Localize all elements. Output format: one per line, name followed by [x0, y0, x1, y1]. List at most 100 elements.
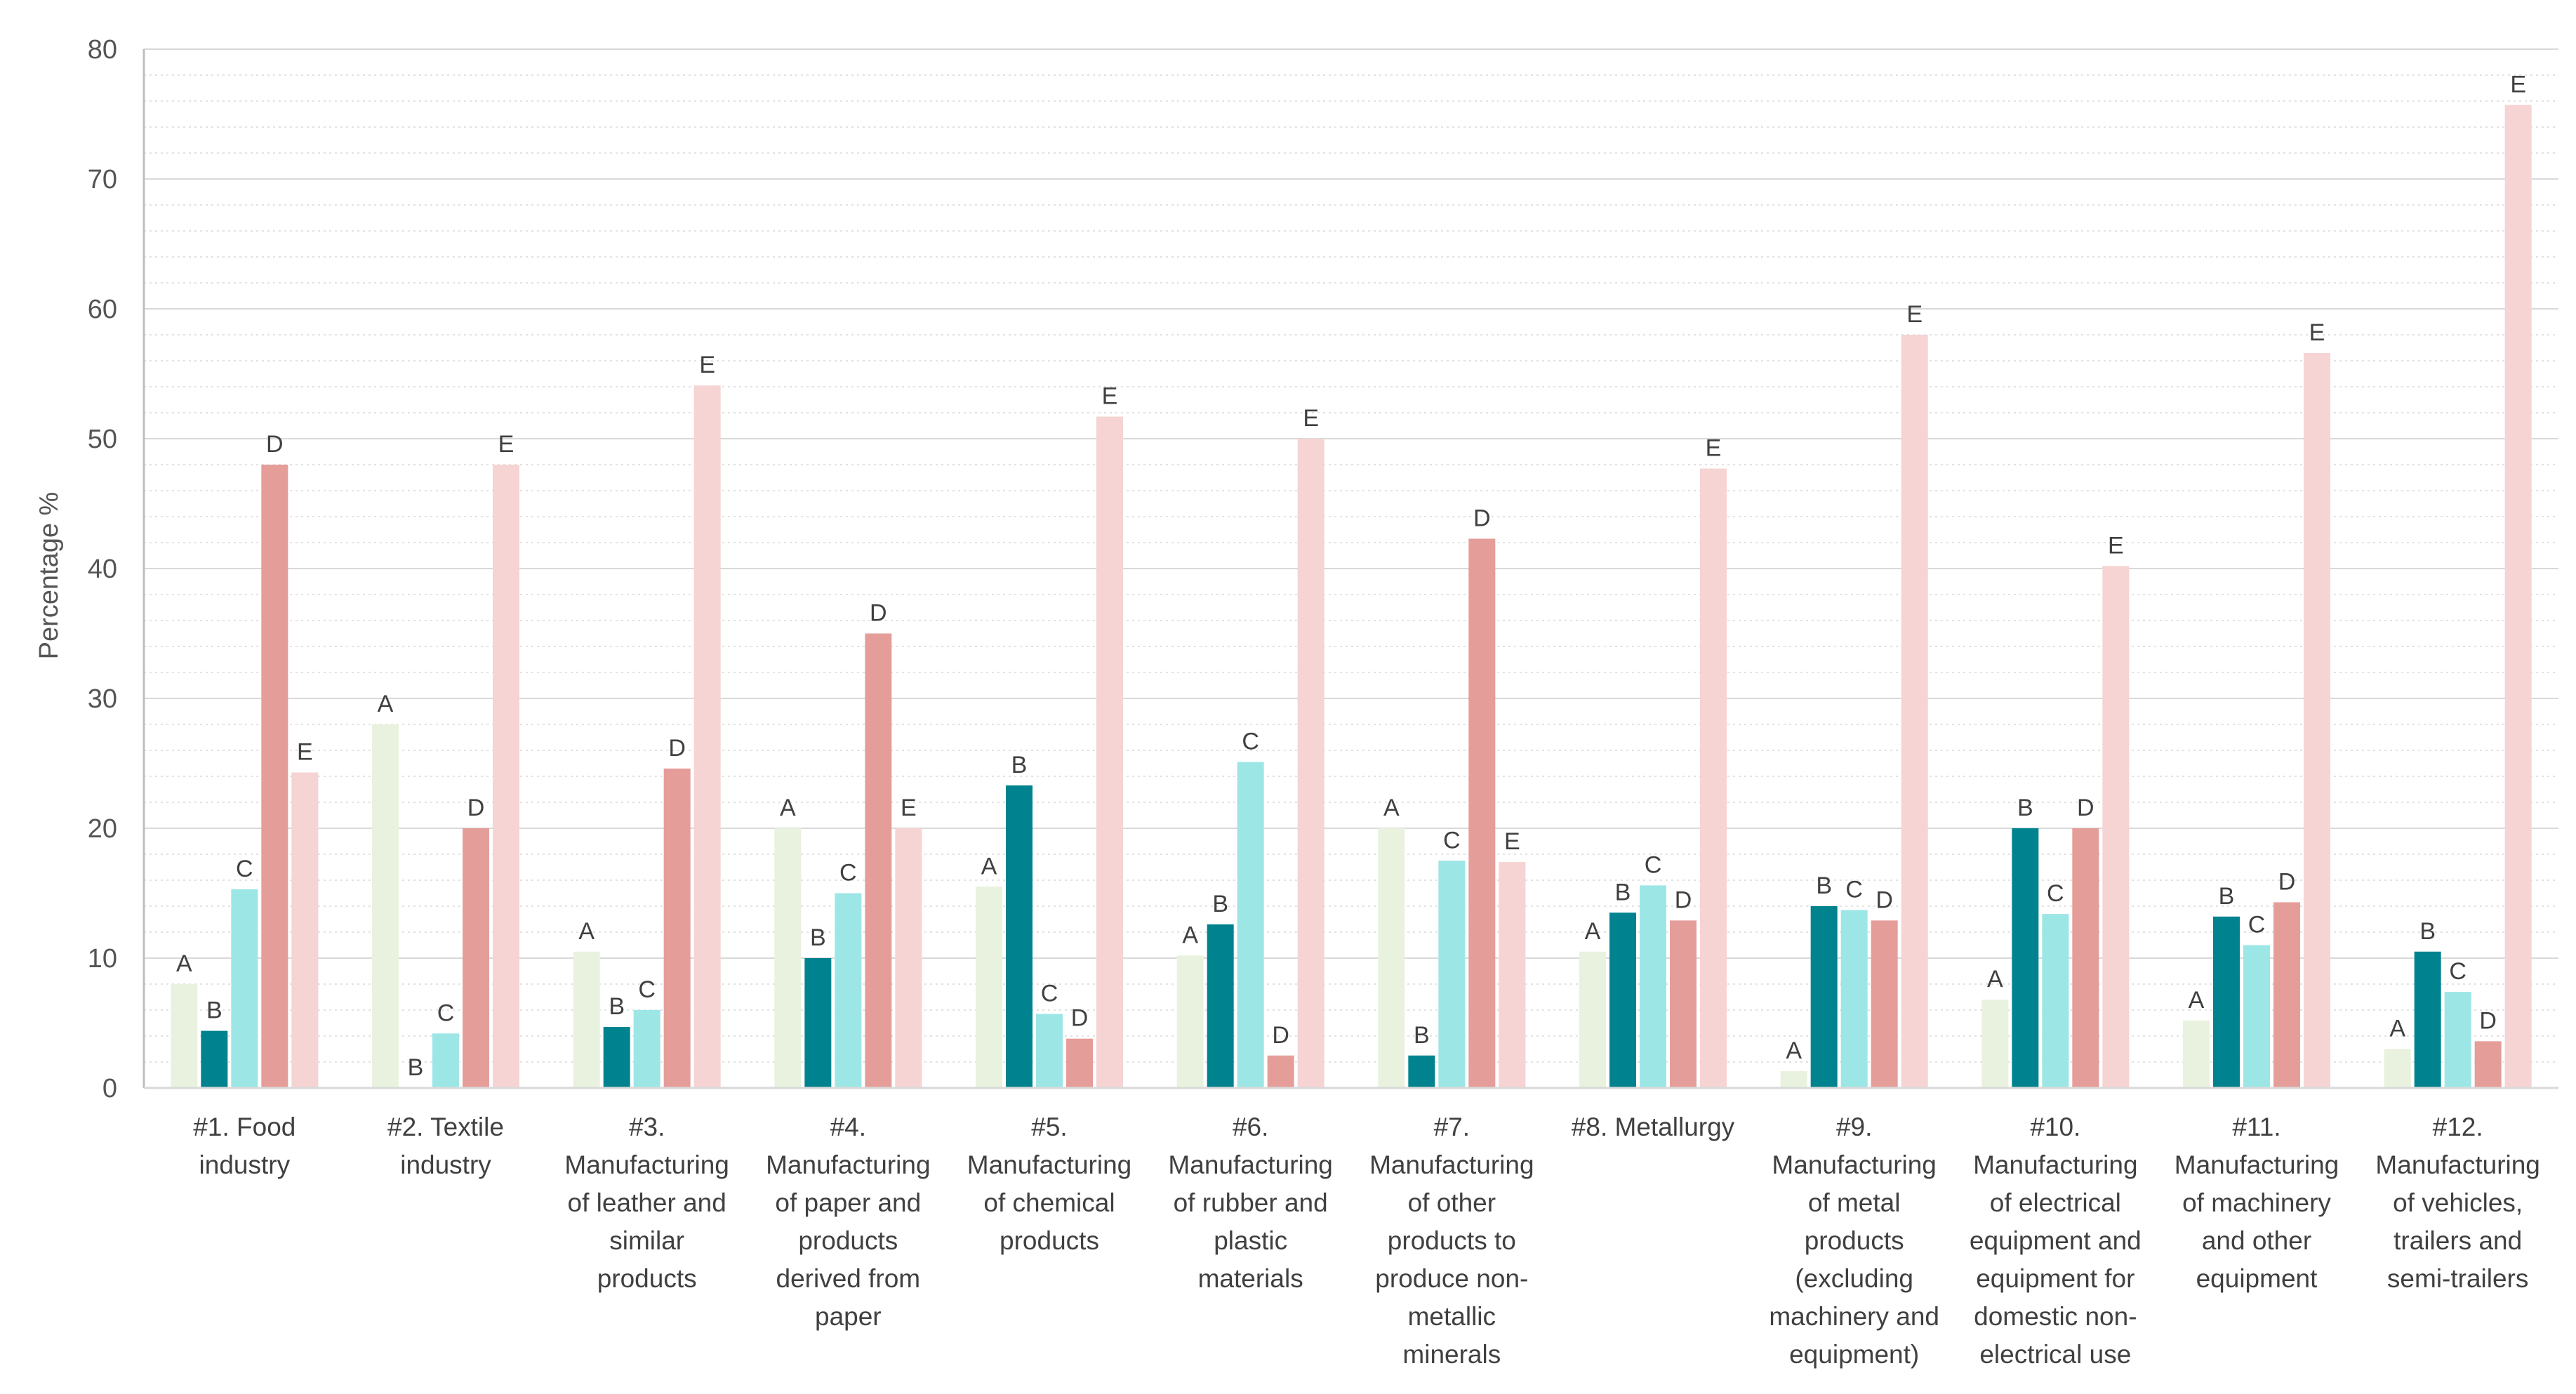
x-category-line: produce non-	[1375, 1264, 1528, 1293]
x-category-line: #7.	[1434, 1113, 1470, 1141]
bar-data-label: D	[2077, 795, 2094, 821]
bar-data-label: E	[297, 738, 313, 765]
x-category-line: of paper and	[775, 1188, 921, 1217]
x-category-line: Manufacturing	[1973, 1150, 2137, 1179]
bar-c	[2042, 914, 2069, 1088]
bar-data-label: C	[2449, 958, 2467, 985]
bar-a	[1579, 951, 1606, 1088]
bar-b	[1006, 785, 1033, 1088]
x-category-line: equipment for	[1976, 1264, 2135, 1293]
bar-data-label: A	[1585, 918, 1601, 945]
bar-e	[1700, 468, 1727, 1088]
bar-d	[1871, 920, 1898, 1088]
x-category-line: metallic	[1408, 1302, 1496, 1331]
bar-data-label: A	[780, 795, 796, 821]
bar-data-label: D	[2278, 868, 2296, 895]
x-category-line: products to	[1388, 1226, 1516, 1255]
bar-d	[1468, 538, 1496, 1088]
bar-b	[1207, 924, 1234, 1088]
bar-c	[1237, 762, 1264, 1088]
bar-data-label: D	[467, 795, 485, 821]
x-category-label: #5. Manufacturing of chemical products	[967, 1113, 1131, 1255]
bar-c	[633, 1010, 660, 1088]
x-category-line: #2. Textile	[387, 1113, 504, 1141]
bar-d	[1670, 920, 1697, 1088]
bar-a	[1981, 1000, 2009, 1088]
x-category-line: and other	[2202, 1226, 2311, 1255]
x-category-line: of rubber and	[1174, 1188, 1328, 1217]
bar-data-label: B	[2219, 883, 2235, 910]
x-category-label: #2. Textile industry	[387, 1113, 504, 1179]
bar-data-label: C	[236, 856, 253, 882]
bar-d	[865, 633, 892, 1088]
x-category-line: trailers and	[2394, 1226, 2522, 1255]
bar-d	[1267, 1055, 1294, 1088]
bar-data-label: A	[1383, 795, 1400, 821]
x-category-line: Manufacturing	[2175, 1150, 2339, 1179]
bar-data-label: B	[1011, 752, 1028, 778]
y-tick-label: 80	[88, 35, 117, 65]
bar-data-label: C	[1242, 729, 1259, 755]
x-category-line: products	[798, 1226, 898, 1255]
bar-data-label: A	[578, 918, 595, 945]
x-category-line: machinery and	[1769, 1302, 1939, 1331]
bar-c	[2444, 992, 2471, 1088]
bar-data-label: E	[498, 431, 514, 458]
x-category-line: products	[1000, 1226, 1099, 1255]
bar-data-label: D	[1875, 887, 1893, 913]
bar-data-label: C	[437, 1000, 455, 1026]
bar-c	[1438, 861, 1466, 1088]
x-category-label: #6. Manufacturing of rubber and plastic mate…	[1168, 1113, 1332, 1293]
bar-data-label: C	[1845, 877, 1863, 903]
bar-data-label: E	[699, 352, 715, 378]
bar-data-label: C	[839, 860, 857, 887]
bar-d	[2474, 1041, 2502, 1088]
bar-d	[2072, 828, 2099, 1088]
x-category-label: #12. Manufacturing of vehicles, trailers an…	[2375, 1113, 2540, 1293]
x-category-label: #11. Manufacturing of machinery and other eq…	[2175, 1113, 2339, 1293]
y-axis-title: Percentage %	[34, 492, 64, 660]
bar-a	[1176, 955, 1204, 1088]
x-category-line: #4.	[830, 1113, 866, 1141]
x-category-line: Manufacturing	[766, 1150, 930, 1179]
y-tick-label: 60	[88, 295, 117, 324]
bar-b	[1408, 1055, 1435, 1088]
y-tick-label: 50	[88, 425, 117, 454]
x-category-label: #4. Manufacturing of paper and products deri…	[766, 1113, 930, 1331]
bar-a	[171, 984, 198, 1088]
bar-e	[1499, 862, 1526, 1088]
x-category-line: industry	[400, 1150, 491, 1179]
bar-c	[835, 893, 862, 1088]
bar-data-label: D	[1272, 1022, 1289, 1049]
x-category-line: #8. Metallurgy	[1572, 1113, 1735, 1141]
x-category-label: #10. Manufacturing of electrical equipment …	[1970, 1113, 2142, 1369]
x-category-line: #9.	[1836, 1113, 1872, 1141]
x-category-line: minerals	[1402, 1340, 1501, 1369]
x-category-label: #3. Manufacturing of leather and similar pro…	[564, 1113, 729, 1293]
bar-data-label: E	[1906, 301, 1923, 328]
y-tick-label: 20	[88, 814, 117, 844]
x-category-label: #7. Manufacturing of other products to produ…	[1369, 1113, 1534, 1369]
bar-data-label: D	[1473, 505, 1491, 531]
bar-data-label: C	[1041, 981, 1058, 1007]
bar-c	[1640, 885, 1666, 1088]
bar-data-label: D	[266, 431, 284, 458]
bar-a	[2183, 1020, 2210, 1088]
x-category-line: semi-trailers	[2387, 1264, 2528, 1293]
bar-data-label: A	[176, 950, 192, 977]
bar-data-label: E	[2309, 319, 2325, 346]
bar-e	[2102, 566, 2130, 1088]
x-category-line: equipment and	[1970, 1226, 2142, 1255]
y-tick-label: 30	[88, 684, 117, 714]
bar-data-label: B	[1816, 872, 1832, 899]
bar-a	[573, 951, 600, 1088]
x-category-label: #8. Metallurgy	[1572, 1113, 1735, 1141]
y-tick-label: 70	[88, 165, 117, 194]
x-category-line: #10.	[2030, 1113, 2080, 1141]
x-category-line: materials	[1198, 1264, 1303, 1293]
x-category-line: #6.	[1233, 1113, 1268, 1141]
bar-e	[1901, 335, 1928, 1088]
bar-c	[231, 889, 258, 1088]
bar-a	[372, 724, 399, 1088]
bar-c	[2243, 945, 2270, 1088]
